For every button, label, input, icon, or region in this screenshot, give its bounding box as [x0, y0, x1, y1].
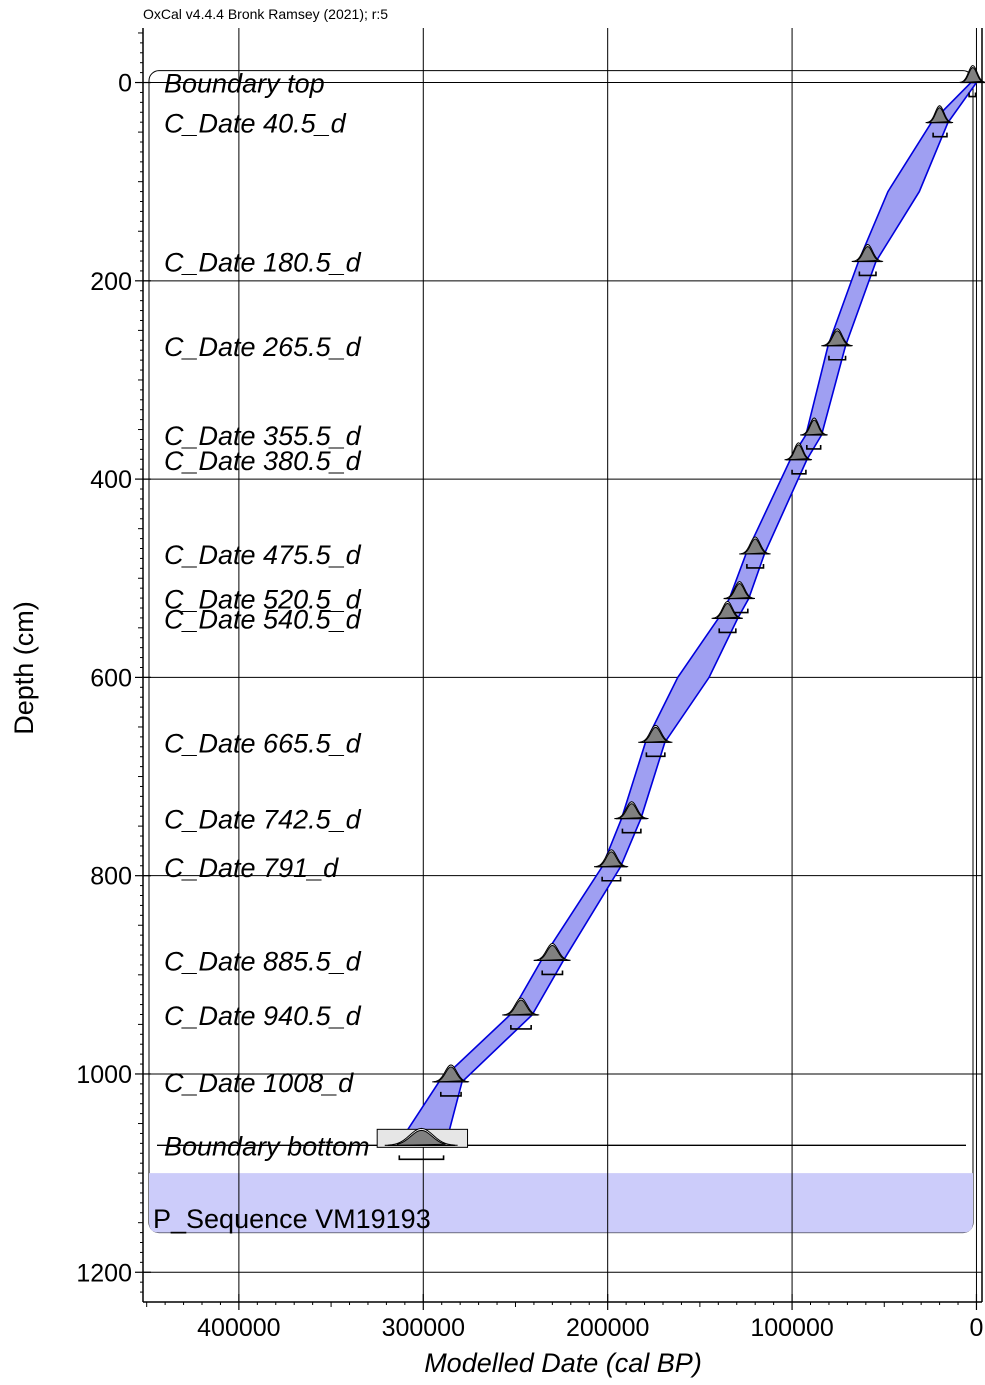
x-tick-label: 0 [970, 1314, 984, 1342]
sample-label: C_Date 540.5_d [164, 604, 362, 634]
sample-label: C_Date 40.5_d [164, 109, 347, 139]
posterior-distribution [744, 538, 767, 555]
posterior-distribution [804, 419, 825, 436]
label-layer: Boundary top C_Date 40.5_d C_Date 180.5_d C… [164, 69, 370, 1162]
sample-label: C_Date 1008_d [164, 1068, 354, 1098]
x-tick-label: 400000 [197, 1314, 280, 1342]
axis-layer: 0 200 400 600 800 1000 1200 400000 300000 200000 1… [76, 28, 983, 1342]
sequence-outline [148, 70, 974, 1234]
posterior-distribution [856, 245, 880, 263]
sequence-band [149, 1173, 973, 1233]
sample-label: C_Date 742.5_d [164, 805, 362, 835]
sample-label: C_Date 180.5_d [164, 247, 362, 277]
range-bracket [858, 271, 877, 277]
posterior-distribution [438, 1066, 465, 1083]
range-bracket [746, 563, 765, 569]
range-bracket [968, 92, 977, 98]
y-tick-label: 1200 [76, 1259, 132, 1287]
sample-label: Boundary bottom [164, 1131, 370, 1161]
posterior-distribution [508, 999, 535, 1016]
y-tick-label: 600 [90, 664, 132, 692]
posterior-distribution [728, 583, 752, 600]
sample-label: C_Date 940.5_d [164, 1001, 362, 1031]
range-bracket [828, 355, 847, 361]
sample-label: C_Date 380.5_d [164, 446, 362, 476]
posterior-distribution [539, 944, 567, 961]
sequence-label: P_Sequence VM19193 [153, 1204, 431, 1234]
sample-label: C_Date 885.5_d [164, 946, 362, 976]
posterior-distribution [716, 602, 740, 619]
posterior-distribution [643, 726, 669, 743]
sample-label: C_Date 355.5_d [164, 421, 362, 451]
range-bracket [510, 1024, 532, 1030]
y-tick-label: 0 [118, 70, 132, 98]
range-bracket [541, 970, 564, 976]
posterior-distribution [963, 66, 984, 84]
distribution-layer [157, 64, 985, 1161]
sample-label: C_Date 265.5_d [164, 332, 362, 362]
x-axis-title: Modelled Date (cal BP) [424, 1348, 702, 1378]
sequence-layer [148, 70, 974, 1234]
age-depth-envelope [395, 81, 979, 1147]
posterior-distribution [826, 330, 850, 347]
posterior-distribution [396, 1129, 446, 1146]
sample-label: C_Date 665.5_d [164, 728, 362, 758]
sample-label: C_Date 475.5_d [164, 540, 362, 570]
y-tick-label: 1000 [76, 1061, 132, 1089]
range-bracket [439, 1091, 462, 1097]
range-bracket [791, 469, 807, 475]
range-bracket [718, 628, 737, 634]
x-tick-label: 100000 [750, 1314, 833, 1342]
sample-label: C_Date 520.5_d [164, 585, 362, 615]
sample-label: Boundary top [164, 69, 325, 99]
posterior-distribution [619, 803, 645, 820]
credit-text: OxCal v4.4.4 Bronk Ramsey (2021); r:5 [143, 6, 388, 22]
range-bracket [645, 752, 666, 758]
x-tick-label: 200000 [566, 1314, 649, 1342]
y-tick-label: 400 [90, 466, 132, 494]
range-bracket [932, 132, 948, 138]
y-tick-label: 800 [90, 863, 132, 891]
range-bracket [398, 1155, 445, 1161]
posterior-distribution [599, 851, 625, 868]
range-bracket [601, 876, 622, 882]
y-tick-label: 200 [90, 268, 132, 296]
y-axis-title: Depth (cm) [9, 601, 39, 735]
posterior-distribution [789, 444, 809, 461]
grid-layer [143, 28, 982, 1302]
x-tick-label: 300000 [382, 1314, 465, 1342]
range-bracket [806, 444, 822, 450]
posterior-distribution [930, 107, 950, 124]
range-bracket [621, 828, 642, 834]
envelope-layer [395, 81, 979, 1147]
sample-label: C_Date 791_d [164, 853, 339, 883]
